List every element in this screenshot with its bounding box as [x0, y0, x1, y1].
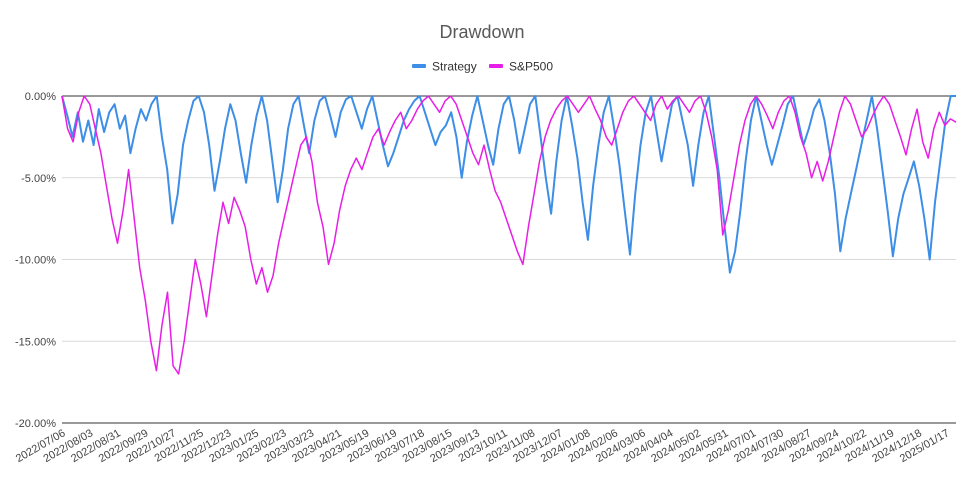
y-tick-label: -20.00%: [15, 418, 56, 430]
chart-title: Drawdown: [439, 22, 524, 42]
legend-label-strategy: Strategy: [432, 60, 477, 74]
series-lines: [61, 95, 957, 375]
y-axis-ticks: 0.00% -5.00% -10.00% -15.00% -20.00%: [15, 91, 56, 430]
legend-swatch-strategy: [412, 64, 426, 68]
gridlines: [62, 95, 956, 424]
legend: Strategy S&P500: [412, 60, 553, 74]
y-tick-label: 0.00%: [25, 91, 56, 103]
legend-label-sp500: S&P500: [509, 60, 553, 74]
y-tick-label: -10.00%: [15, 255, 56, 267]
y-tick-label: -15.00%: [15, 336, 56, 348]
series-line-strategy: [61, 95, 956, 274]
y-tick-label: -5.00%: [21, 173, 56, 185]
series-line-sp500: [61, 95, 957, 375]
legend-swatch-sp500: [489, 64, 503, 68]
